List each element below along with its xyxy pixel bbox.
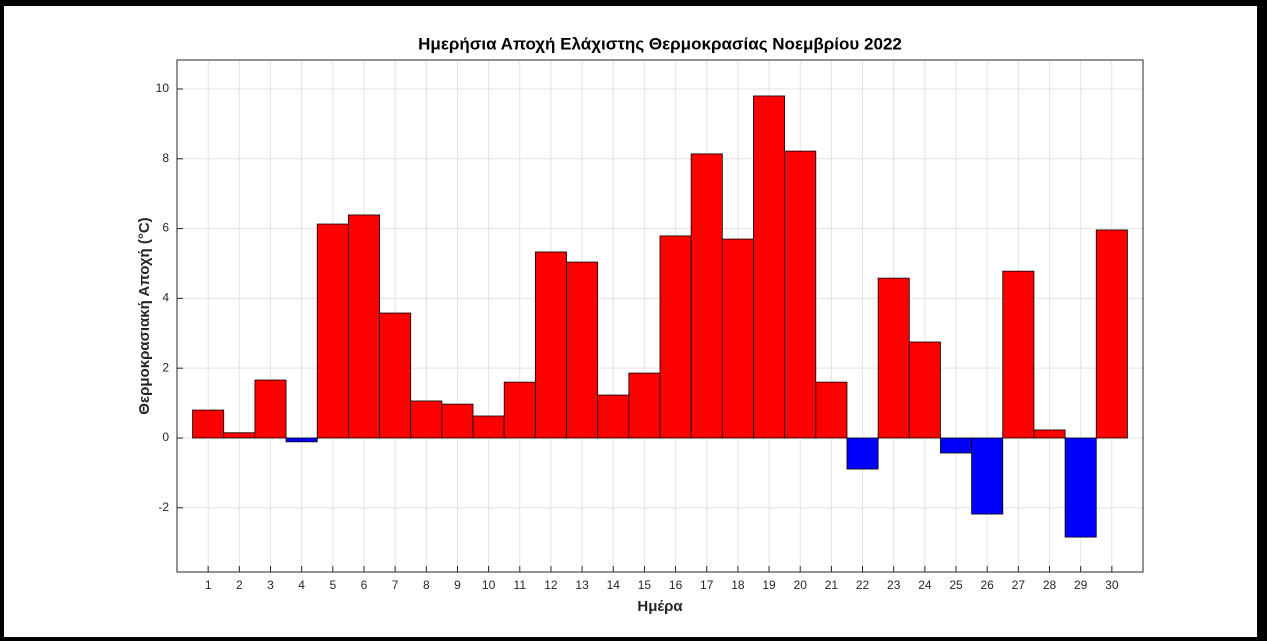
- bar: [254, 379, 287, 439]
- bar: [1033, 429, 1066, 439]
- x-tick-label: 16: [669, 578, 683, 592]
- bar: [379, 312, 412, 439]
- x-tick-label: 18: [731, 578, 745, 592]
- y-tick-label: 2: [162, 360, 169, 374]
- background: [4, 6, 1257, 637]
- x-tick-label: 1: [205, 578, 212, 592]
- x-tick-label: 3: [267, 578, 274, 592]
- x-tick-label: 30: [1105, 578, 1119, 592]
- x-tick-label: 9: [454, 578, 461, 592]
- x-tick-label: 19: [762, 578, 776, 592]
- x-tick-label: 28: [1043, 578, 1057, 592]
- bar: [285, 437, 318, 443]
- x-tick-label: 15: [638, 578, 652, 592]
- bar: [940, 437, 973, 454]
- x-tick-label: 13: [575, 578, 589, 592]
- x-tick-label: 23: [887, 578, 901, 592]
- x-tick-label: 4: [298, 578, 305, 592]
- y-tick-label: -2: [158, 500, 169, 514]
- bar: [223, 432, 256, 439]
- y-tick-label: 6: [162, 221, 169, 235]
- x-tick-label: 7: [392, 578, 399, 592]
- bar: [659, 235, 692, 439]
- bar: [566, 261, 599, 439]
- x-tick-label: 6: [361, 578, 368, 592]
- bar: [753, 95, 786, 439]
- bar: [690, 153, 723, 439]
- x-tick-label: 11: [514, 578, 527, 592]
- bar: [908, 341, 941, 439]
- bar: [1095, 229, 1128, 439]
- bar: [316, 223, 349, 439]
- chart-title: Ημερήσια Αποχή Ελάχιστης Θερμοκρασίας Νο…: [418, 34, 902, 53]
- x-tick-label: 2: [236, 578, 243, 592]
- y-axis-label: Θερμοκρασιακή Αποχή (°C): [136, 217, 153, 414]
- bar: [1002, 270, 1035, 439]
- x-tick-label: 12: [544, 578, 558, 592]
- y-tick-label: 4: [162, 291, 169, 305]
- axes-box: [176, 59, 1144, 573]
- bar: [971, 437, 1004, 515]
- x-tick-label: 14: [607, 578, 621, 592]
- x-tick-label: 24: [918, 578, 932, 592]
- y-tick-label: 10: [156, 81, 170, 95]
- bar: [721, 238, 754, 439]
- bar: [628, 372, 661, 439]
- bar: [441, 403, 474, 439]
- x-axis-label: Ημέρα: [637, 598, 683, 615]
- bar: [503, 381, 536, 439]
- bar: [784, 150, 817, 439]
- x-tick-label: 25: [949, 578, 963, 592]
- y-tick-label: 8: [162, 151, 169, 165]
- bar: [815, 381, 848, 439]
- x-tick-label: 20: [794, 578, 808, 592]
- bar: [192, 409, 225, 439]
- x-tick-label: 26: [981, 578, 995, 592]
- x-tick-label: 21: [825, 578, 839, 592]
- bar: [347, 214, 380, 439]
- x-tick-label: 29: [1074, 578, 1088, 592]
- bar: [877, 277, 910, 439]
- bar: [597, 394, 630, 439]
- x-tick-label: 17: [700, 578, 714, 592]
- bar: [472, 415, 505, 439]
- x-tick-label: 10: [482, 578, 496, 592]
- bar: [1064, 437, 1097, 538]
- x-tick-label: 22: [856, 578, 870, 592]
- x-tick-label: 5: [329, 578, 336, 592]
- bar: [410, 400, 443, 439]
- x-tick-label: 27: [1012, 578, 1026, 592]
- y-tick-label: 0: [162, 430, 169, 444]
- bar: [534, 251, 567, 439]
- bar: [846, 437, 879, 470]
- x-tick-label: 8: [423, 578, 430, 592]
